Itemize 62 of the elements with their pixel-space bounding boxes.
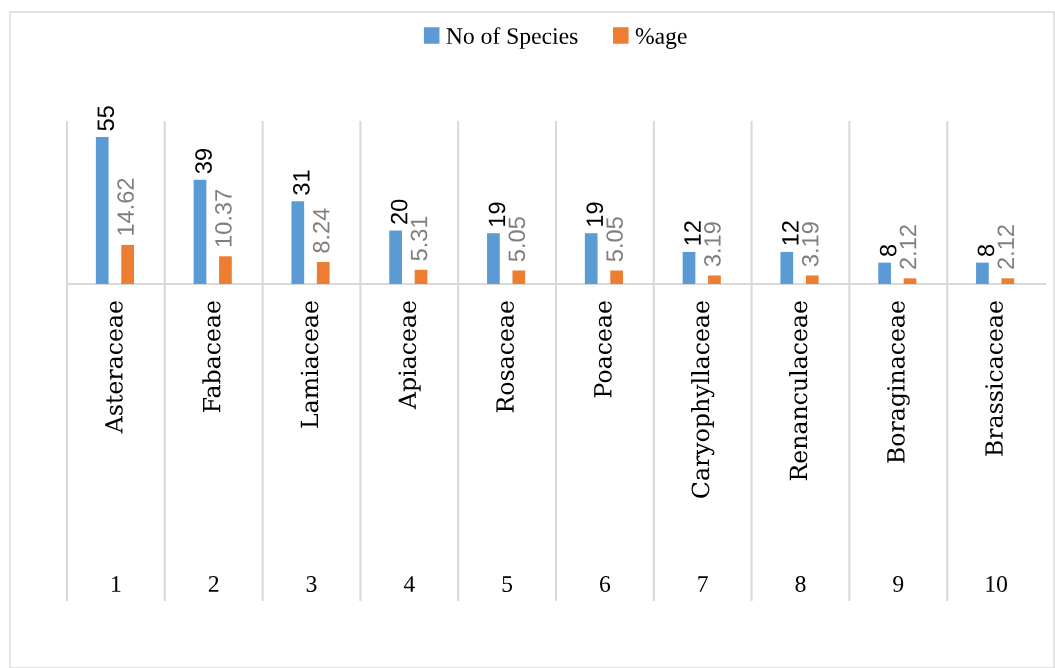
data-label: 31 (292, 170, 310, 195)
data-label: 2.12 (899, 225, 917, 269)
data-label: 12 (781, 221, 799, 245)
text: 10 (986, 575, 1008, 592)
bar (95, 136, 109, 284)
x-tick-label: Rosaceae (496, 301, 514, 413)
x-tick-label: Renanculaceae (789, 301, 808, 481)
data-label: 5.05 (508, 217, 526, 262)
data-label: 2.12 (997, 225, 1014, 269)
text: 3 (306, 576, 317, 592)
text: 5 (502, 576, 513, 592)
bar (976, 262, 989, 284)
x-tick-label: Boraginaceae (887, 301, 910, 463)
data-label: 20 (390, 199, 408, 224)
data-label: 8 (977, 244, 995, 257)
data-label: 5.31 (410, 216, 428, 261)
text: 7 (698, 576, 708, 592)
bar (121, 244, 134, 284)
data-label: 3.19 (801, 222, 819, 267)
data-label: 39 (195, 149, 212, 174)
bar (610, 270, 623, 284)
bar (682, 251, 696, 284)
bar (389, 230, 402, 284)
bar (878, 262, 891, 284)
x-tick-label: Asteraceae (105, 301, 123, 434)
data-label: 14.62 (117, 178, 134, 235)
text: 1 (112, 576, 121, 592)
data-label: 19 (488, 202, 506, 226)
bar (805, 275, 819, 284)
text: 4 (403, 576, 415, 592)
bar (487, 233, 500, 284)
data-label: 5.05 (606, 217, 623, 262)
data-label: 8 (879, 244, 897, 257)
bar (780, 251, 794, 284)
text: 6 (600, 576, 611, 592)
text: 8 (795, 575, 806, 592)
bar (219, 256, 232, 284)
bar (414, 269, 428, 284)
bar (708, 275, 721, 284)
x-tick-label: Fabaceae (202, 301, 221, 413)
legend-label: %age (635, 28, 687, 49)
data-label: 8.24 (312, 208, 330, 253)
x-tick-label: Poaceae (594, 301, 612, 398)
data-label: 19 (586, 202, 604, 226)
bar (316, 261, 330, 284)
bar (584, 233, 598, 284)
data-label: 10.37 (215, 190, 232, 247)
bar (512, 270, 526, 284)
bar (193, 179, 207, 284)
x-tick-label: Caryophyllaceae (691, 301, 715, 498)
text: 9 (893, 576, 904, 592)
bar (1001, 278, 1015, 284)
data-label: 3.19 (704, 222, 721, 267)
data-label: 12 (684, 221, 701, 245)
bar (291, 201, 305, 284)
legend-label: No of Species (446, 27, 578, 49)
bar (903, 278, 917, 284)
data-label: 55 (97, 106, 115, 131)
x-tick-label: Apiaceae (398, 301, 421, 410)
text: 2 (208, 576, 219, 592)
x-tick-label: Brassicaceae (985, 301, 1003, 456)
x-tick-label: Lamiaceae (300, 301, 319, 428)
